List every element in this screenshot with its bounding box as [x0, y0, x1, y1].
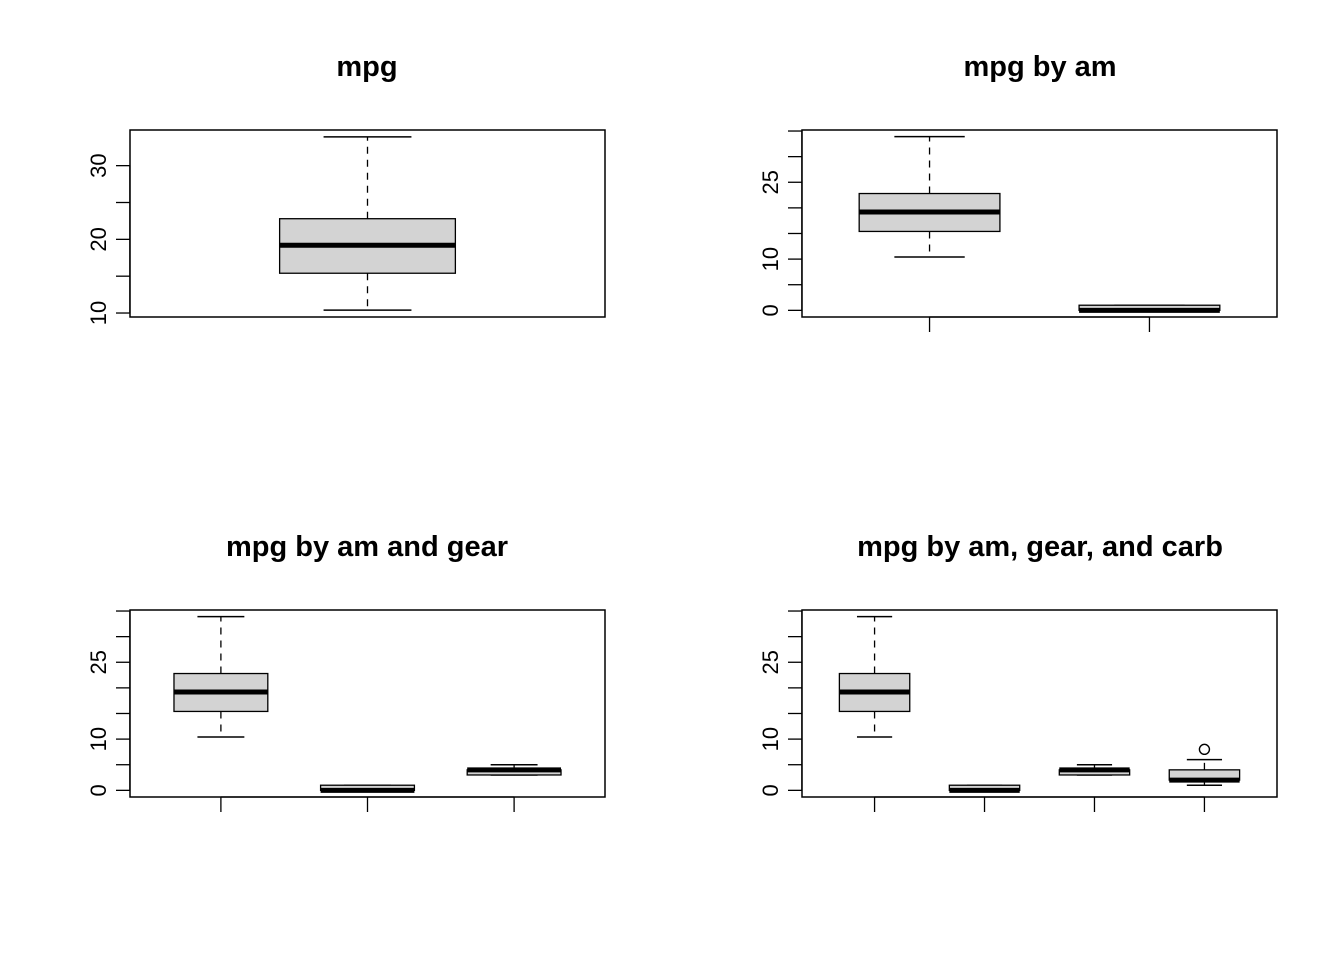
y-tick-label: 25 [758, 650, 783, 674]
y-tick-label: 10 [758, 727, 783, 751]
y-tick-label: 0 [86, 784, 111, 796]
panel-title: mpg by am and gear [226, 531, 508, 563]
y-tick-label: 10 [86, 727, 111, 751]
y-tick-label: 25 [86, 650, 111, 674]
y-tick-label: 20 [86, 227, 111, 251]
y-tick-label: 10 [758, 247, 783, 271]
panel-title: mpg [336, 51, 397, 83]
y-tick-label: 10 [86, 301, 111, 325]
y-tick-label: 0 [758, 304, 783, 316]
y-tick-label: 25 [758, 170, 783, 194]
panel-title: mpg by am, gear, and carb [857, 531, 1223, 563]
y-tick-label: 30 [86, 153, 111, 177]
panel-title: mpg by am [963, 51, 1116, 83]
y-tick-label: 0 [758, 784, 783, 796]
